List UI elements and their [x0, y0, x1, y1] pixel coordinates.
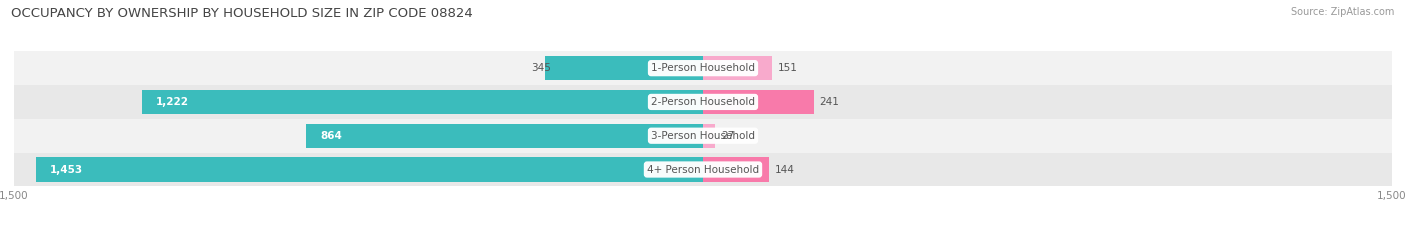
Text: 1-Person Household: 1-Person Household — [651, 63, 755, 73]
Text: 345: 345 — [531, 63, 551, 73]
Bar — [142, 90, 703, 114]
Text: 151: 151 — [778, 63, 797, 73]
Bar — [307, 123, 703, 148]
Text: 241: 241 — [820, 97, 839, 107]
Text: 864: 864 — [321, 131, 342, 141]
Bar — [703, 90, 814, 114]
Text: Source: ZipAtlas.com: Source: ZipAtlas.com — [1291, 7, 1395, 17]
Text: 1,453: 1,453 — [49, 164, 83, 175]
Bar — [703, 157, 769, 182]
Bar — [14, 119, 1392, 153]
Text: OCCUPANCY BY OWNERSHIP BY HOUSEHOLD SIZE IN ZIP CODE 08824: OCCUPANCY BY OWNERSHIP BY HOUSEHOLD SIZE… — [11, 7, 472, 20]
Text: 144: 144 — [775, 164, 794, 175]
Text: 3-Person Household: 3-Person Household — [651, 131, 755, 141]
Bar — [703, 123, 716, 148]
Bar — [14, 85, 1392, 119]
Bar — [35, 157, 703, 182]
Bar — [703, 56, 772, 80]
Text: 4+ Person Household: 4+ Person Household — [647, 164, 759, 175]
Text: 27: 27 — [721, 131, 734, 141]
Bar — [14, 51, 1392, 85]
Text: 2-Person Household: 2-Person Household — [651, 97, 755, 107]
Bar — [14, 153, 1392, 186]
Bar — [544, 56, 703, 80]
Text: 1,222: 1,222 — [156, 97, 188, 107]
